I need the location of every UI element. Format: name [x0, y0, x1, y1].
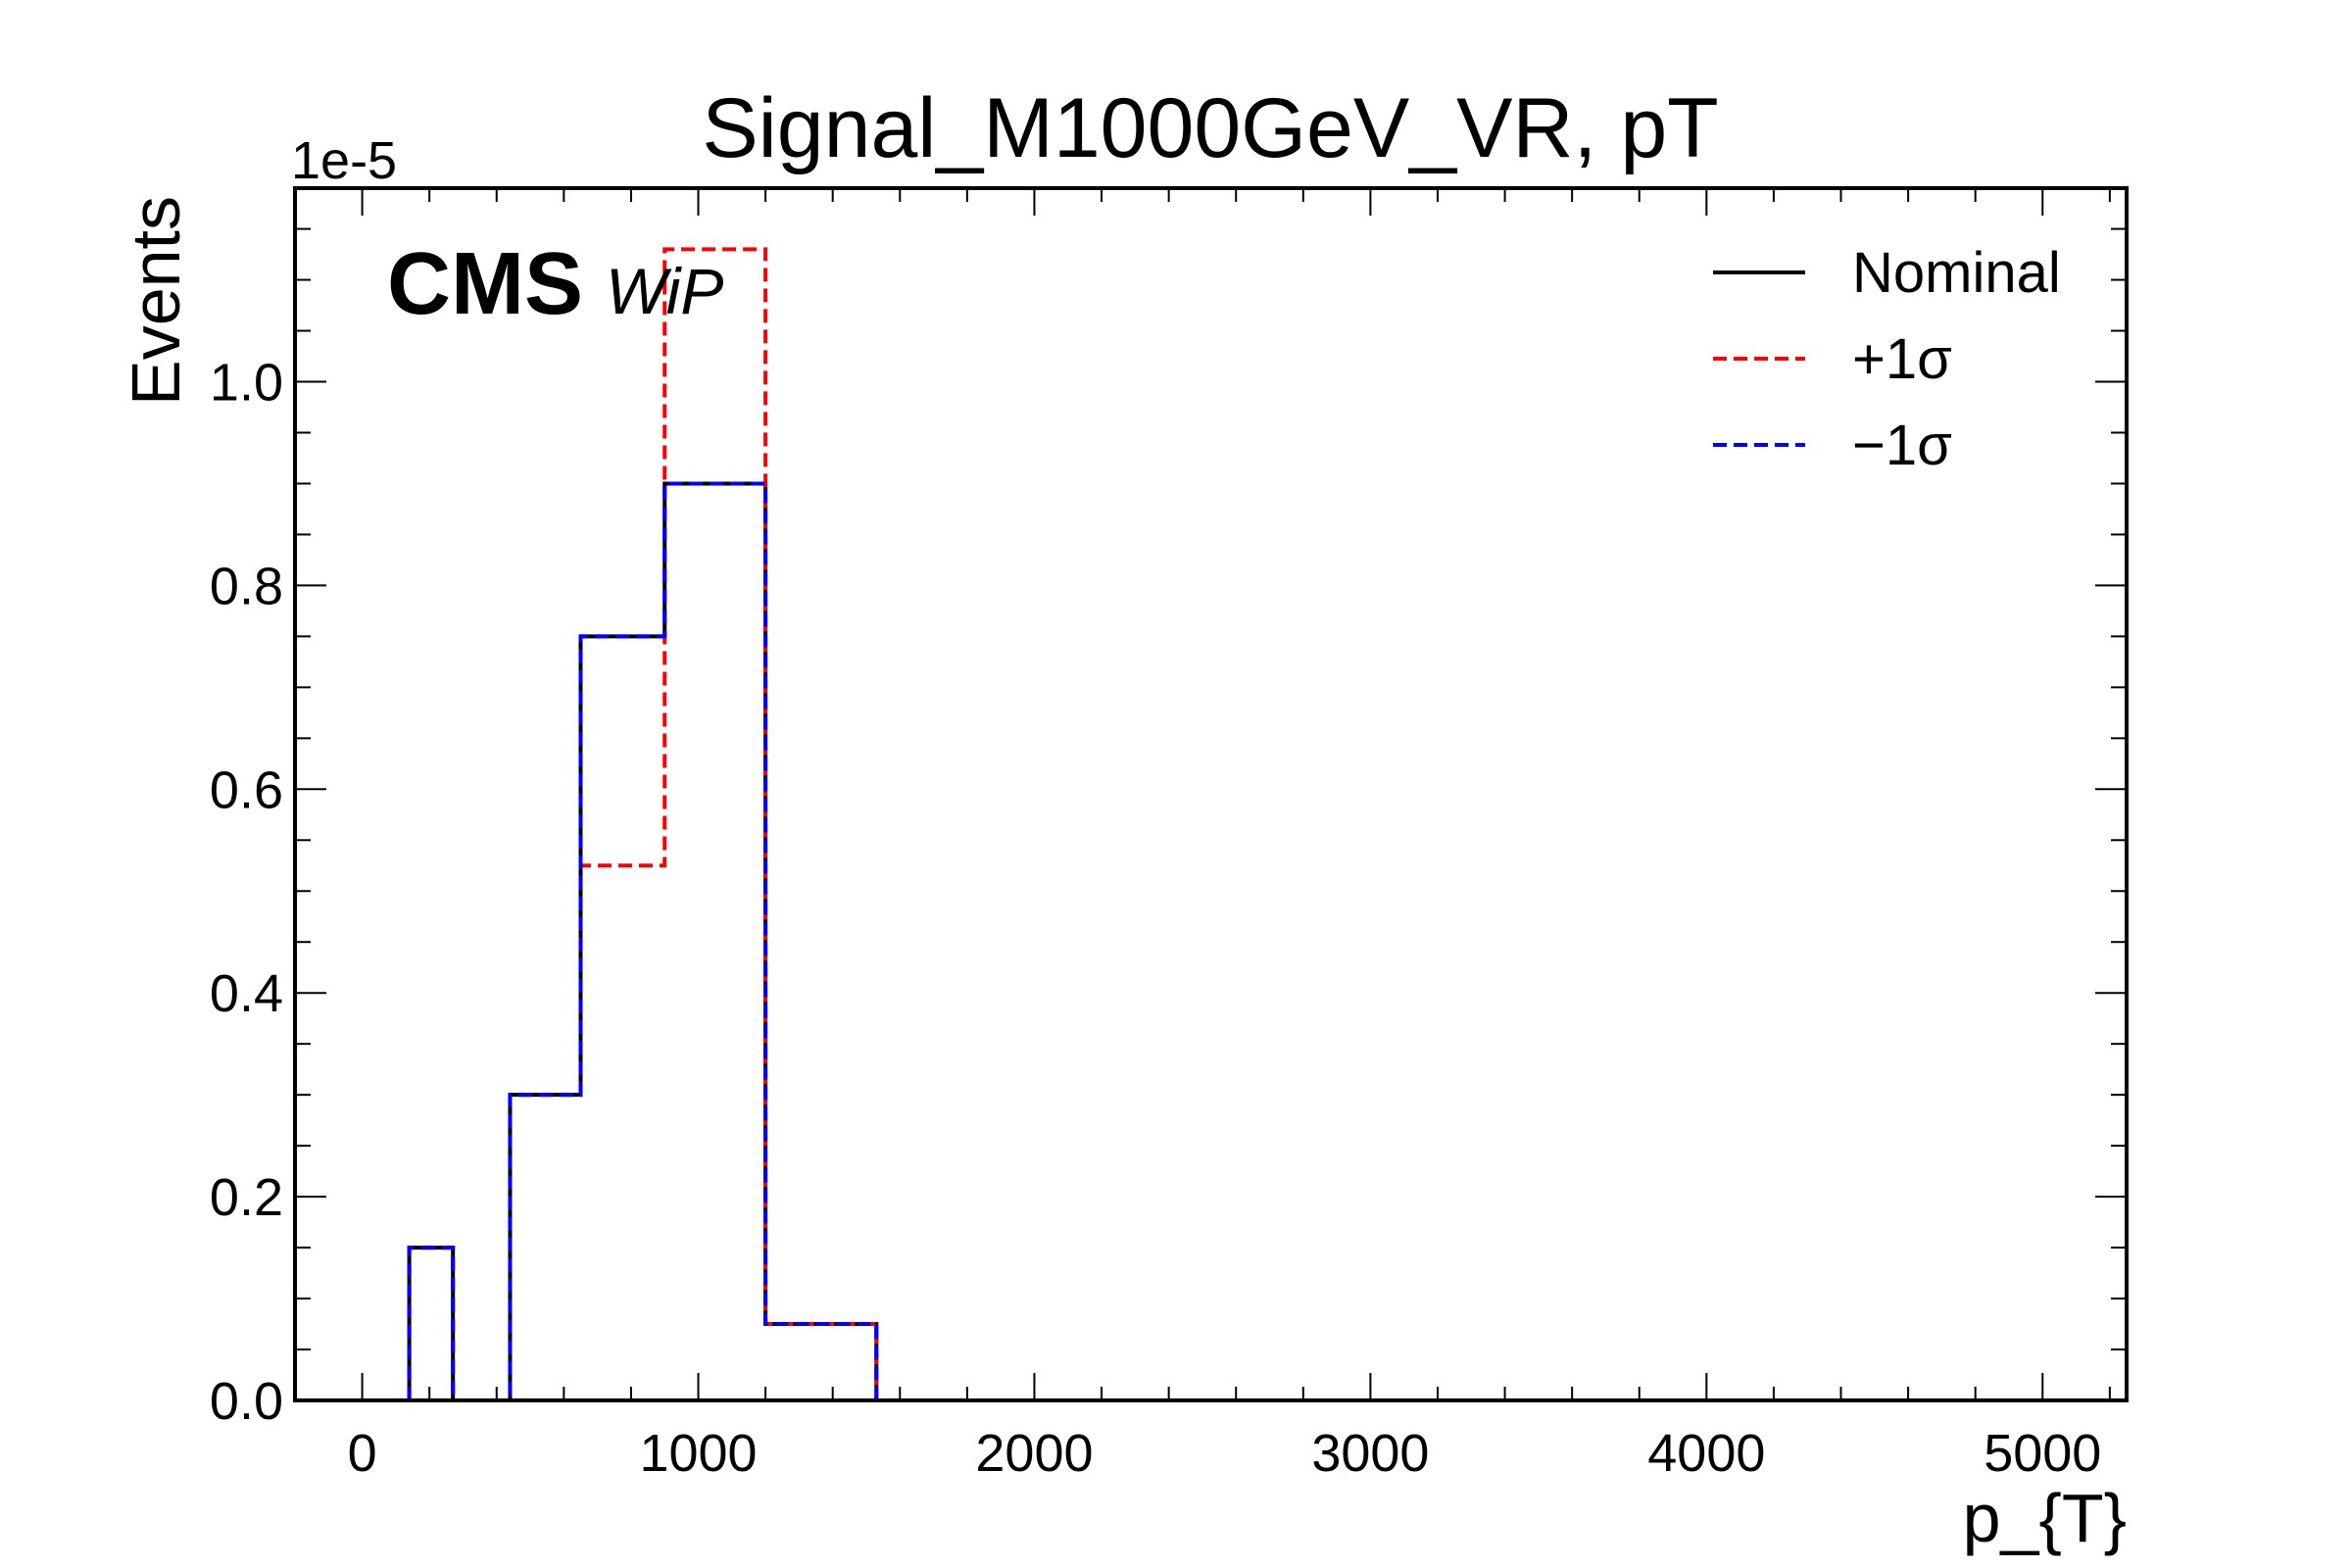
x-tick-labels: 0 1000 2000 3000 4000 5000: [348, 1424, 2102, 1483]
x-tick-label: 2000: [975, 1424, 1093, 1483]
y-tick-label: 0.6: [210, 760, 283, 819]
histogram-series: [407, 247, 879, 1402]
x-tick-label: 1000: [639, 1424, 757, 1483]
x-tick-label: 3000: [1311, 1424, 1429, 1483]
chart-title: Signal_M1000GeV_VR, pT: [702, 81, 1718, 175]
x-axis-label: p_{T}: [1963, 1480, 2127, 1556]
y-tick-label: 0.4: [210, 964, 283, 1023]
series-plus-1sigma: [407, 247, 879, 1402]
plot-frame: [293, 186, 2129, 1402]
legend-label: −1σ: [1852, 414, 1952, 477]
legend-label: +1σ: [1852, 327, 1952, 391]
x-tick-label: 0: [348, 1424, 377, 1483]
legend-label: Nominal: [1852, 241, 2061, 305]
x-tick-label: 5000: [1984, 1424, 2101, 1483]
y-tick-labels: 0.0 0.2 0.4 0.6 0.8 1.0: [210, 354, 283, 1431]
series-nominal: [407, 481, 879, 1402]
y-axis-label: Events: [118, 196, 194, 406]
wip-label: WiP: [606, 255, 723, 327]
x-tick-label: 4000: [1647, 1424, 1765, 1483]
legend: Nominal +1σ −1σ: [1713, 241, 2061, 477]
y-tick-label: 0.2: [210, 1168, 283, 1227]
y-tick-label: 1.0: [210, 354, 283, 413]
y-multiplier-label: 1e-5: [291, 131, 397, 190]
y-tick-label: 0.0: [210, 1372, 283, 1431]
series-minus-1sigma: [407, 481, 879, 1402]
cms-label: CMS: [387, 235, 583, 333]
y-tick-label: 0.8: [210, 557, 283, 615]
